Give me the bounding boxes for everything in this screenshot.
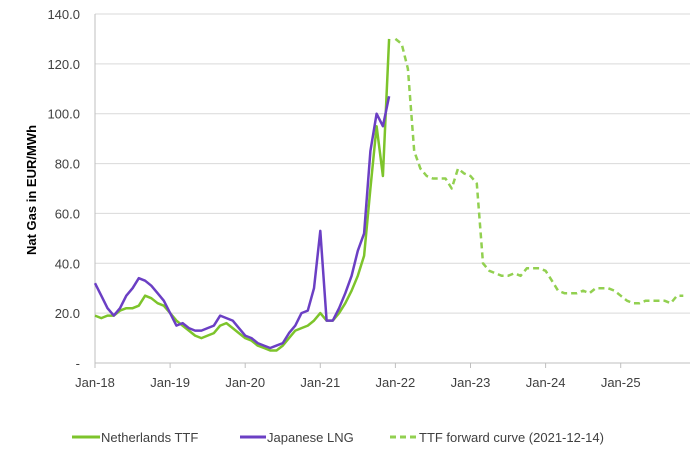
x-tick-label: Jan-22 <box>376 375 416 390</box>
series-line-forward <box>394 37 684 305</box>
gridlines <box>95 13 690 314</box>
x-tick-label: Jan-23 <box>451 375 491 390</box>
legend-label-lng: Japanese LNG <box>267 430 354 445</box>
series-line-lng <box>93 96 391 350</box>
legend-label-forward: TTF forward curve (2021-12-14) <box>419 430 604 445</box>
series-lines <box>93 37 684 352</box>
x-tick-label: Jan-21 <box>300 375 340 390</box>
y-tick-label: - <box>76 356 80 371</box>
x-tick-label: Jan-19 <box>150 375 190 390</box>
y-axis-ticks: - 20.0 40.0 60.0 80.0 100.0 120.0 140.0 <box>47 7 80 371</box>
y-tick-label: 80.0 <box>55 157 80 172</box>
x-tick-label: Jan-18 <box>75 375 115 390</box>
y-tick-label: 140.0 <box>47 7 80 22</box>
y-tick-label: 60.0 <box>55 206 80 221</box>
x-tick-label: Jan-24 <box>526 375 566 390</box>
legend-item-forward: TTF forward curve (2021-12-14) <box>390 430 604 445</box>
x-tick-label: Jan-25 <box>601 375 641 390</box>
y-tick-label: 40.0 <box>55 256 80 271</box>
y-axis-title: Nat Gas in EUR/MWh <box>24 125 39 255</box>
x-tick-label: Jan-20 <box>225 375 265 390</box>
y-tick-label: 20.0 <box>55 306 80 321</box>
x-axis-ticks: Jan-18 Jan-19 Jan-20 Jan-21 Jan-22 Jan-23 Jan-… <box>75 363 641 390</box>
legend-item-lng: Japanese LNG <box>240 430 354 445</box>
legend-item-ttf: Netherlands TTF <box>72 430 198 445</box>
legend-label-ttf: Netherlands TTF <box>101 430 198 445</box>
legend: Netherlands TTF Japanese LNG TTF forward… <box>72 430 604 445</box>
y-tick-label: 100.0 <box>47 107 80 122</box>
series-line-ttf <box>94 38 391 352</box>
y-tick-label: 120.0 <box>47 57 80 72</box>
